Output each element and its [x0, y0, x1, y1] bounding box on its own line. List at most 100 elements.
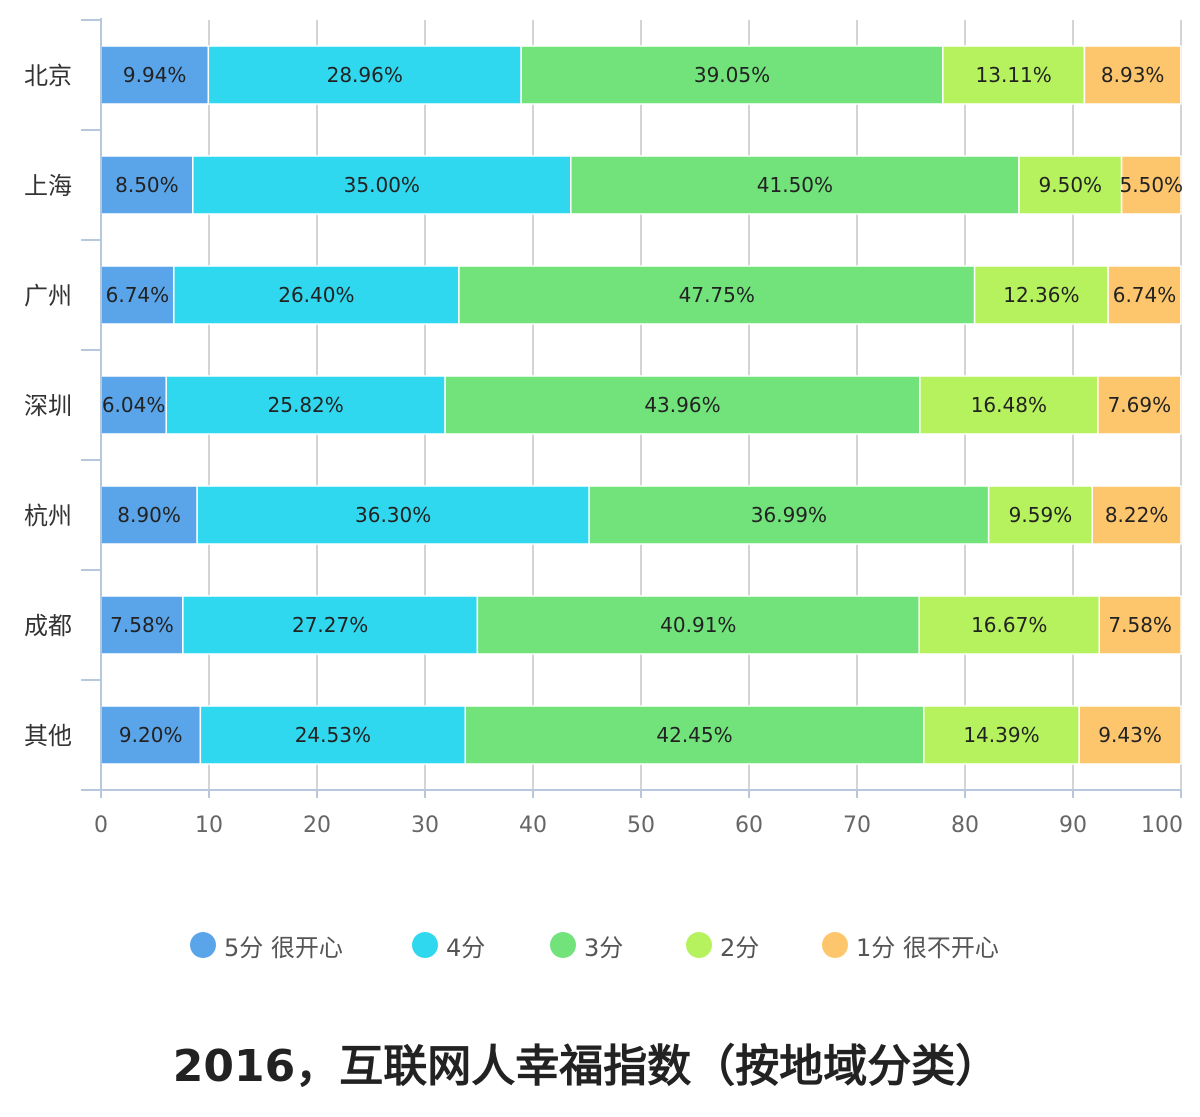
- data-label: 28.96%: [327, 63, 403, 87]
- bar-segment[interactable]: [987, 485, 1093, 545]
- bar-segment[interactable]: [444, 375, 921, 435]
- legend-label-3: 3分: [584, 933, 624, 962]
- bar-segment[interactable]: [173, 265, 460, 325]
- data-label: 7.69%: [1108, 393, 1172, 417]
- data-label: 41.50%: [757, 173, 833, 197]
- x-tick-label: 20: [303, 813, 331, 838]
- data-label: 9.94%: [123, 63, 187, 87]
- legend-label-2: 2分: [720, 933, 760, 962]
- category-label: 深圳: [24, 392, 72, 420]
- x-tick-label: 90: [1059, 813, 1087, 838]
- bar-segment[interactable]: [1097, 375, 1182, 435]
- x-tick-label: 10: [195, 813, 223, 838]
- x-tick-label: 40: [519, 813, 547, 838]
- bar-segment[interactable]: [1083, 45, 1182, 105]
- legend-label-5: 5分 很开心: [224, 933, 343, 962]
- bar-segment[interactable]: [973, 265, 1109, 325]
- data-label: 47.75%: [679, 283, 755, 307]
- category-label: 上海: [24, 172, 72, 200]
- data-label: 7.58%: [1108, 613, 1172, 637]
- data-label: 9.50%: [1039, 173, 1103, 197]
- data-label: 27.27%: [292, 613, 368, 637]
- data-label: 24.53%: [295, 723, 371, 747]
- data-label: 36.30%: [355, 503, 431, 527]
- bar-segment[interactable]: [942, 45, 1086, 105]
- legend-swatch-2: [686, 932, 712, 958]
- bar-segment[interactable]: [1018, 155, 1123, 215]
- bar-segment[interactable]: [918, 595, 1100, 655]
- data-label: 9.20%: [119, 723, 183, 747]
- data-label: 8.50%: [115, 173, 179, 197]
- data-label: 16.48%: [971, 393, 1047, 417]
- data-label: 13.11%: [976, 63, 1052, 87]
- stacked-bar-chart: 9.94% 28.96% 39.05% 13.11% 8.93% 北京 8.50% 35.00…: [24, 18, 1184, 838]
- bar-segment[interactable]: [182, 595, 479, 655]
- x-tick-label: 100: [1141, 813, 1183, 838]
- legend-label-1: 1分 很不开心: [856, 933, 999, 962]
- data-label: 9.59%: [1009, 503, 1073, 527]
- legend-swatch-4: [412, 932, 438, 958]
- data-label: 42.45%: [656, 723, 732, 747]
- legend-item-5[interactable]: 5分 很开心: [190, 920, 343, 970]
- bar-segment[interactable]: [588, 485, 990, 545]
- data-label: 14.39%: [963, 723, 1039, 747]
- data-label: 9.43%: [1098, 723, 1162, 747]
- bar-segment[interactable]: [207, 45, 522, 105]
- category-label: 其他: [24, 722, 72, 750]
- bar-segment[interactable]: [1098, 595, 1182, 655]
- data-label: 12.36%: [1003, 283, 1079, 307]
- legend-swatch-1: [822, 932, 848, 958]
- data-label: 5.50%: [1120, 173, 1184, 197]
- data-label: 36.99%: [751, 503, 827, 527]
- data-label: 6.04%: [102, 393, 166, 417]
- bar-segment[interactable]: [1091, 485, 1182, 545]
- data-label: 39.05%: [694, 63, 770, 87]
- bar-segment[interactable]: [1120, 155, 1182, 215]
- legend-item-2[interactable]: 2分: [686, 920, 759, 970]
- bar-segment[interactable]: [1107, 265, 1182, 325]
- legend-item-3[interactable]: 3分: [550, 920, 623, 970]
- category-label: 成都: [24, 612, 72, 640]
- bar-segment[interactable]: [165, 375, 446, 435]
- data-label: 8.90%: [117, 503, 181, 527]
- bar-segment[interactable]: [192, 155, 572, 215]
- legend-swatch-5: [190, 932, 216, 958]
- x-tick-label: 0: [94, 813, 108, 838]
- category-label: 广州: [24, 282, 72, 310]
- bar-segment[interactable]: [476, 595, 920, 655]
- data-label: 40.91%: [660, 613, 736, 637]
- bar-segment[interactable]: [919, 375, 1099, 435]
- chart-title: 2016，互联网人幸福指数（按地域分类）: [172, 1041, 1000, 1092]
- bar-segment[interactable]: [570, 155, 1020, 215]
- data-label: 7.58%: [110, 613, 174, 637]
- data-label: 8.22%: [1105, 503, 1169, 527]
- legend-item-1[interactable]: 1分 很不开心: [822, 920, 999, 970]
- bar-segment[interactable]: [100, 595, 184, 655]
- data-label: 43.96%: [644, 393, 720, 417]
- data-label: 6.74%: [1113, 283, 1177, 307]
- category-label: 杭州: [24, 502, 72, 530]
- bar-segment[interactable]: [520, 45, 944, 105]
- data-label: 8.93%: [1101, 63, 1165, 87]
- x-tick-label: 50: [627, 813, 655, 838]
- x-tick-label: 30: [411, 813, 439, 838]
- x-tick-label: 80: [951, 813, 979, 838]
- data-label: 35.00%: [344, 173, 420, 197]
- legend-label-4: 4分: [446, 933, 486, 962]
- bar-segment[interactable]: [100, 375, 167, 435]
- legend-item-4[interactable]: 4分: [412, 920, 485, 970]
- bar-segment[interactable]: [464, 705, 925, 765]
- bar-segment[interactable]: [1078, 705, 1182, 765]
- data-label: 6.74%: [106, 283, 170, 307]
- category-label: 北京: [24, 62, 72, 90]
- x-tick-label: 60: [735, 813, 763, 838]
- legend: 5分 很开心 4分 3分 2分 1分 很不开心: [0, 920, 1200, 970]
- data-label: 16.67%: [971, 613, 1047, 637]
- bar-segment[interactable]: [458, 265, 976, 325]
- bar-segment[interactable]: [100, 485, 198, 545]
- x-tick-label: 70: [843, 813, 871, 838]
- data-label: 25.82%: [268, 393, 344, 417]
- data-label: 26.40%: [278, 283, 354, 307]
- legend-swatch-3: [550, 932, 576, 958]
- bar-segment[interactable]: [100, 265, 175, 325]
